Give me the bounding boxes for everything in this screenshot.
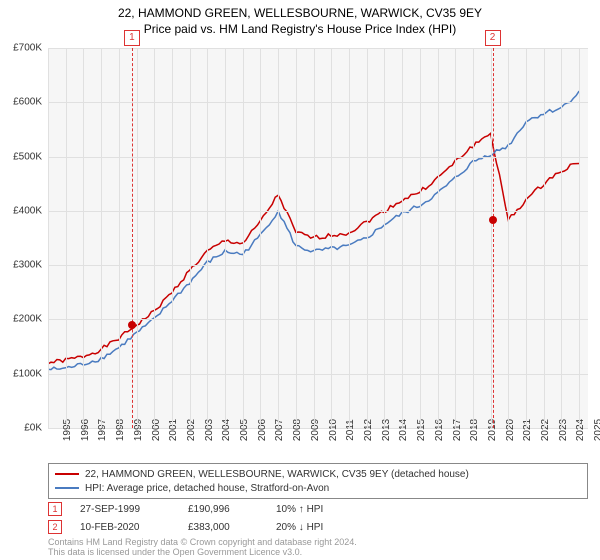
grid-line [544,48,545,428]
chart: £0K£100K£200K£300K£400K£500K£600K£700K19… [48,48,588,428]
table-row: 1 27-SEP-1999 £190,996 10% ↑ HPI [48,500,366,518]
grid-line [48,211,588,212]
sale-marker-badge: 2 [485,30,501,46]
legend-label: 22, HAMMOND GREEN, WELLESBOURNE, WARWICK… [85,469,469,480]
grid-line [526,48,527,428]
grid-line [367,48,368,428]
sale-marker-badge: 1 [48,502,62,516]
sale-marker-badge: 1 [124,30,140,46]
sale-marker-badge: 2 [48,520,62,534]
legend-label: HPI: Average price, detached house, Stra… [85,483,329,494]
sales-table: 1 27-SEP-1999 £190,996 10% ↑ HPI 2 10-FE… [48,500,366,536]
grid-line [119,48,120,428]
ytick-label: £200K [0,314,42,325]
ytick-label: £300K [0,260,42,271]
sale-date: 27-SEP-1999 [80,504,170,515]
grid-line [278,48,279,428]
grid-line [48,48,588,49]
grid-line [101,48,102,428]
grid-line [384,48,385,428]
sale-marker-line [493,48,494,428]
legend-item: 22, HAMMOND GREEN, WELLESBOURNE, WARWICK… [55,467,581,481]
chart-title-address: 22, HAMMOND GREEN, WELLESBOURNE, WARWICK… [0,6,600,20]
grid-line [491,48,492,428]
grid-line [260,48,261,428]
legend-swatch [55,487,79,489]
ytick-label: £600K [0,97,42,108]
footer-attribution: Contains HM Land Registry data © Crown c… [48,538,357,558]
grid-line [243,48,244,428]
grid-line [48,157,588,158]
chart-lines [48,48,588,428]
ytick-label: £400K [0,205,42,216]
grid-line [508,48,509,428]
grid-line [473,48,474,428]
xtick-label: 2025 [579,419,600,441]
grid-line [83,48,84,428]
legend-swatch [55,473,79,475]
grid-line [579,48,580,428]
grid-line [314,48,315,428]
grid-line [402,48,403,428]
sale-marker-line [132,48,133,428]
chart-title-sub: Price paid vs. HM Land Registry's House … [0,22,600,36]
grid-line [225,48,226,428]
grid-line [48,102,588,103]
ytick-label: £100K [0,368,42,379]
sale-price: £383,000 [188,522,258,533]
footer-line: This data is licensed under the Open Gov… [48,548,357,558]
grid-line [154,48,155,428]
ytick-label: £700K [0,43,42,54]
legend-item: HPI: Average price, detached house, Stra… [55,481,581,495]
table-row: 2 10-FEB-2020 £383,000 20% ↓ HPI [48,518,366,536]
grid-line [331,48,332,428]
grid-line [561,48,562,428]
sale-diff: 10% ↑ HPI [276,504,366,515]
grid-line [349,48,350,428]
grid-line [137,48,138,428]
grid-line [172,48,173,428]
grid-line [455,48,456,428]
grid-line [48,265,588,266]
grid-line [190,48,191,428]
grid-line [48,319,588,320]
grid-line [48,374,588,375]
grid-line [296,48,297,428]
sale-date: 10-FEB-2020 [80,522,170,533]
legend: 22, HAMMOND GREEN, WELLESBOURNE, WARWICK… [48,463,588,499]
ytick-label: £500K [0,151,42,162]
sale-marker-dot [489,216,497,224]
grid-line [438,48,439,428]
grid-line [48,48,49,428]
grid-line [420,48,421,428]
sale-price: £190,996 [188,504,258,515]
sale-diff: 20% ↓ HPI [276,522,366,533]
grid-line [66,48,67,428]
grid-line [207,48,208,428]
ytick-label: £0K [0,423,42,434]
sale-marker-dot [128,321,136,329]
